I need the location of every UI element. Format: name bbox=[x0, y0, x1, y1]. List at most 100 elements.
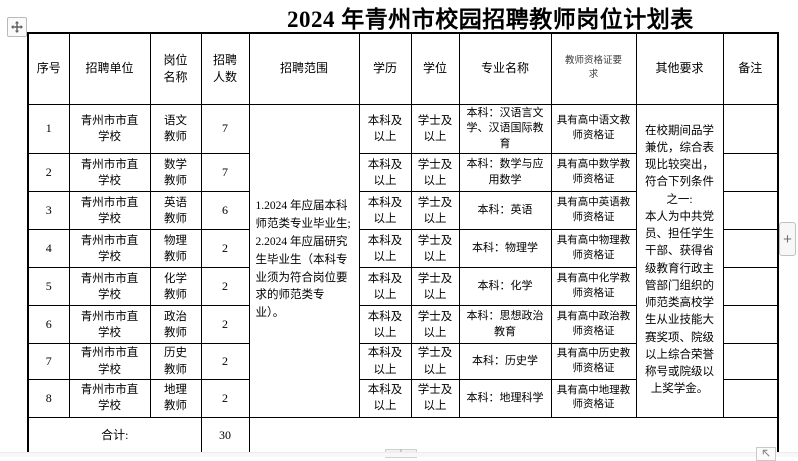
cell-remark[interactable] bbox=[722, 305, 779, 345]
cell-cert[interactable]: 具有高中英语教师资格证 bbox=[550, 191, 637, 231]
cell-position[interactable]: 物理教师 bbox=[149, 229, 202, 269]
cell-major[interactable]: 本科：历史学 bbox=[458, 343, 552, 380]
cell-education[interactable]: 本科及以上 bbox=[358, 191, 412, 231]
col-header-other[interactable]: 其他要求 bbox=[635, 32, 724, 105]
cell-major[interactable]: 本科：化学 bbox=[458, 267, 552, 307]
cell-no[interactable]: 8 bbox=[27, 378, 70, 418]
cell-cert[interactable]: 具有高中数学教师资格证 bbox=[550, 153, 637, 193]
cell-remark[interactable] bbox=[722, 191, 779, 231]
total-empty-cell[interactable] bbox=[248, 416, 779, 455]
cell-position[interactable]: 地理教师 bbox=[149, 378, 202, 418]
cell-recruit-scope[interactable]: 1.2024 年应届本科师范类专业毕业生; 2.2024 年应届研究生毕业生（本… bbox=[248, 103, 360, 418]
insert-column-button[interactable]: + bbox=[779, 222, 796, 256]
col-header-education[interactable]: 学历 bbox=[358, 32, 412, 105]
cell-count[interactable]: 2 bbox=[200, 267, 250, 307]
col-header-count[interactable]: 招聘人数 bbox=[200, 32, 250, 105]
cell-no[interactable]: 2 bbox=[27, 153, 70, 193]
cell-education[interactable]: 本科及以上 bbox=[358, 343, 412, 380]
col-header-scope[interactable]: 招聘范围 bbox=[248, 32, 360, 105]
cell-degree[interactable]: 学士及以上 bbox=[410, 343, 460, 380]
cell-degree[interactable]: 学士及以上 bbox=[410, 305, 460, 345]
cell-cert[interactable]: 具有高中地理教师资格证 bbox=[550, 378, 637, 418]
resize-arrow-icon bbox=[762, 449, 770, 457]
cell-remark[interactable] bbox=[722, 229, 779, 269]
cell-cert[interactable]: 具有高中语文教师资格证 bbox=[550, 103, 637, 155]
col-header-remark[interactable]: 备注 bbox=[722, 32, 779, 105]
table-move-handle[interactable] bbox=[7, 17, 27, 37]
col-header-degree[interactable]: 学位 bbox=[410, 32, 460, 105]
cell-unit[interactable]: 青州市市直学校 bbox=[68, 229, 151, 269]
cell-degree[interactable]: 学士及以上 bbox=[410, 267, 460, 307]
cell-unit[interactable]: 青州市市直学校 bbox=[68, 378, 151, 418]
cell-education[interactable]: 本科及以上 bbox=[358, 103, 412, 155]
cell-unit[interactable]: 青州市市直学校 bbox=[68, 267, 151, 307]
cell-remark[interactable] bbox=[722, 378, 779, 418]
horizontal-scrollbar[interactable] bbox=[0, 452, 798, 457]
cell-no[interactable]: 1 bbox=[27, 103, 70, 155]
cell-education[interactable]: 本科及以上 bbox=[358, 305, 412, 345]
cell-major[interactable]: 本科：思想政治教育 bbox=[458, 305, 552, 345]
move-icon bbox=[11, 21, 23, 33]
cell-position[interactable]: 数学教师 bbox=[149, 153, 202, 193]
cell-cert[interactable]: 具有高中物理教师资格证 bbox=[550, 229, 637, 269]
cell-count[interactable]: 2 bbox=[200, 343, 250, 380]
page-title: 2024 年青州市校园招聘教师岗位计划表 bbox=[287, 7, 694, 32]
cell-count[interactable]: 7 bbox=[200, 153, 250, 193]
cell-no[interactable]: 3 bbox=[27, 191, 70, 231]
cell-education[interactable]: 本科及以上 bbox=[358, 229, 412, 269]
cell-education[interactable]: 本科及以上 bbox=[358, 153, 412, 193]
cell-no[interactable]: 4 bbox=[27, 229, 70, 269]
total-count-cell[interactable]: 30 bbox=[200, 416, 250, 455]
cell-cert[interactable]: 具有高中化学教师资格证 bbox=[550, 267, 637, 307]
cell-position[interactable]: 政治教师 bbox=[149, 305, 202, 345]
cell-no[interactable]: 5 bbox=[27, 267, 70, 307]
table-row: 6 青州市市直学校 政治教师 2 本科及以上 学士及以上 本科：思想政治教育 具… bbox=[27, 305, 779, 345]
cell-unit[interactable]: 青州市市直学校 bbox=[68, 343, 151, 380]
total-label-cell[interactable]: 合计: bbox=[27, 416, 202, 455]
cell-cert[interactable]: 具有高中历史教师资格证 bbox=[550, 343, 637, 380]
cell-degree[interactable]: 学士及以上 bbox=[410, 103, 460, 155]
cell-degree[interactable]: 学士及以上 bbox=[410, 191, 460, 231]
table-row: 3 青州市市直学校 英语教师 6 本科及以上 学士及以上 本科：英语 具有高中英… bbox=[27, 191, 779, 231]
cell-count[interactable]: 7 bbox=[200, 103, 250, 155]
cell-major[interactable]: 本科：汉语言文学、汉语国际教育 bbox=[458, 103, 552, 155]
cell-degree[interactable]: 学士及以上 bbox=[410, 229, 460, 269]
cell-position[interactable]: 化学教师 bbox=[149, 267, 202, 307]
cell-unit[interactable]: 青州市市直学校 bbox=[68, 153, 151, 193]
cell-position[interactable]: 历史教师 bbox=[149, 343, 202, 380]
cell-major[interactable]: 本科：英语 bbox=[458, 191, 552, 231]
col-header-unit[interactable]: 招聘单位 bbox=[68, 32, 151, 105]
cell-other-requirements[interactable]: 在校期间品学兼优，综合表现比较突出，符合下列条件之一: 本人为中共党员、担任学生… bbox=[635, 103, 724, 418]
cell-education[interactable]: 本科及以上 bbox=[358, 378, 412, 418]
cell-count[interactable]: 2 bbox=[200, 305, 250, 345]
cell-no[interactable]: 6 bbox=[27, 305, 70, 345]
cell-no[interactable]: 7 bbox=[27, 343, 70, 380]
cell-unit[interactable]: 青州市市直学校 bbox=[68, 191, 151, 231]
col-header-no[interactable]: 序号 bbox=[27, 32, 70, 105]
col-header-position[interactable]: 岗位名称 bbox=[149, 32, 202, 105]
cell-major[interactable]: 本科：地理科学 bbox=[458, 378, 552, 418]
total-row: 合计: 30 bbox=[27, 416, 779, 455]
cell-unit[interactable]: 青州市市直学校 bbox=[68, 103, 151, 155]
cell-degree[interactable]: 学士及以上 bbox=[410, 153, 460, 193]
cell-count[interactable]: 2 bbox=[200, 229, 250, 269]
cell-count[interactable]: 2 bbox=[200, 378, 250, 418]
table-row: 5 青州市市直学校 化学教师 2 本科及以上 学士及以上 本科：化学 具有高中化… bbox=[27, 267, 779, 307]
cell-remark[interactable] bbox=[722, 103, 779, 155]
cell-remark[interactable] bbox=[722, 153, 779, 193]
col-header-cert[interactable]: 教师资格证要求 bbox=[550, 32, 637, 105]
cell-position[interactable]: 语文教师 bbox=[149, 103, 202, 155]
cell-degree[interactable]: 学士及以上 bbox=[410, 378, 460, 418]
cell-major[interactable]: 本科：物理学 bbox=[458, 229, 552, 269]
cell-education[interactable]: 本科及以上 bbox=[358, 267, 412, 307]
cell-count[interactable]: 6 bbox=[200, 191, 250, 231]
cell-unit[interactable]: 青州市市直学校 bbox=[68, 305, 151, 345]
col-header-major[interactable]: 专业名称 bbox=[458, 32, 552, 105]
cell-remark[interactable] bbox=[722, 343, 779, 380]
table-resize-handle[interactable] bbox=[756, 447, 776, 461]
cell-position[interactable]: 英语教师 bbox=[149, 191, 202, 231]
cell-major[interactable]: 本科：数学与应用数学 bbox=[458, 153, 552, 193]
cell-cert[interactable]: 具有高中政治教师资格证 bbox=[550, 305, 637, 345]
cell-remark[interactable] bbox=[722, 267, 779, 307]
